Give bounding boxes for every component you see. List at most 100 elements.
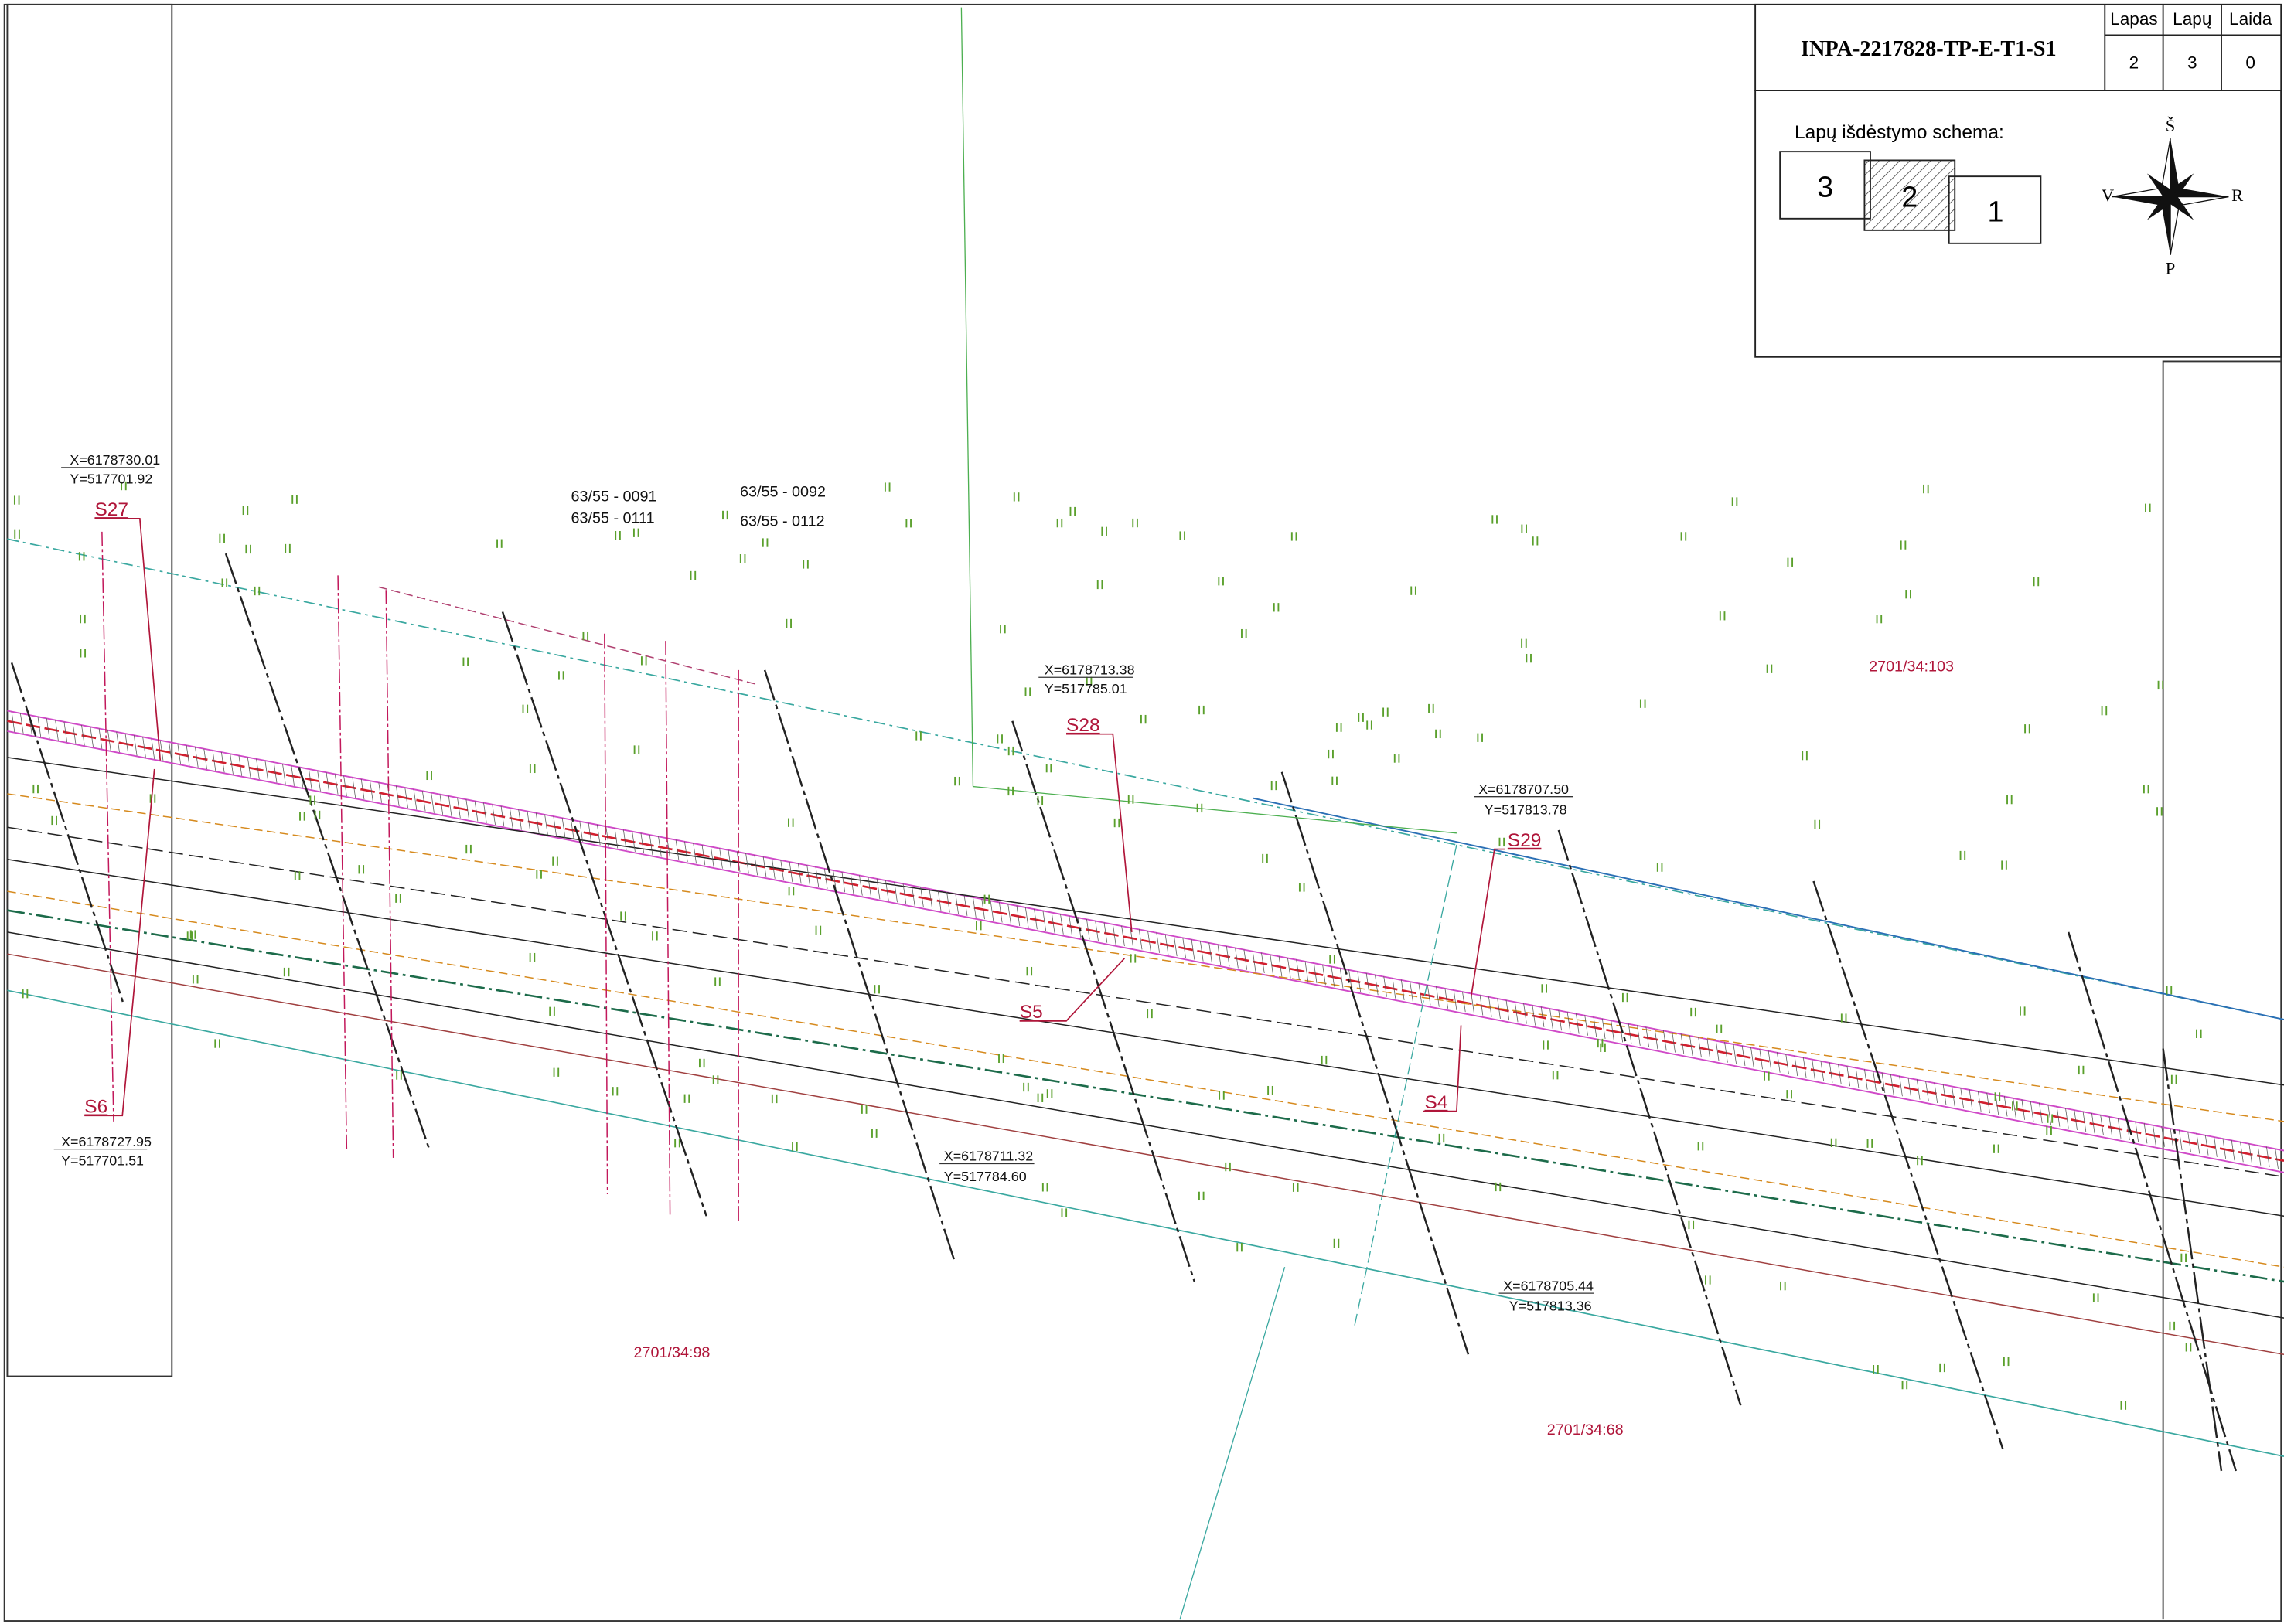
corridor-hatch [1235, 948, 1239, 969]
corridor-hatch [2135, 1121, 2139, 1142]
corridor-hatch [124, 733, 129, 754]
corridor-hatch [1855, 1067, 1860, 1088]
cadastral-label: 63/55 - 0091 [571, 488, 657, 505]
corridor-hatch [133, 735, 138, 756]
title-block [1754, 3, 2282, 358]
corridor-hatch [396, 785, 400, 807]
corridor-hatch [1427, 985, 1431, 1006]
corridor-hatch [1243, 949, 1248, 970]
corridor-hatch [920, 887, 924, 907]
corridor-hatch [2013, 1098, 2016, 1118]
corridor-hatch [544, 814, 548, 836]
corridor-hatch [789, 861, 793, 883]
corridor-hatch [256, 758, 260, 780]
corridor-hatch [1733, 1044, 1737, 1064]
corridor-hatch [1252, 951, 1256, 972]
boundary-line [973, 785, 1457, 834]
corridor-hatch [710, 846, 714, 867]
corridor-hatch [2030, 1101, 2034, 1122]
corridor-hatch [1558, 1009, 1562, 1031]
corridor-hatch [413, 788, 418, 810]
corridor-hatch [2161, 1126, 2165, 1147]
corridor-hatch [990, 900, 994, 921]
corridor-hatch [2248, 1143, 2252, 1164]
corridor-hatch [1418, 982, 1423, 1004]
corridor-hatch [98, 728, 103, 749]
compass-east: R [2231, 186, 2244, 205]
corridor-hatch [1601, 1018, 1606, 1040]
corridor-hatch [754, 855, 758, 876]
point-label: S4 [1424, 1092, 1447, 1113]
crossing-line [763, 669, 956, 1261]
corridor-hatch [1689, 1035, 1693, 1056]
corridor-hatch [868, 877, 871, 897]
corridor-hatch [1969, 1089, 1973, 1110]
corridor-hatch [1339, 968, 1344, 989]
corridor-hatch [212, 750, 216, 771]
sheet-boxes [1779, 151, 2042, 244]
corridor-hatch [273, 762, 278, 783]
corridor-hatch [404, 787, 408, 809]
corridor-hatch [841, 871, 846, 893]
corridor-hatch [90, 727, 94, 747]
corridor-hatch [55, 720, 59, 741]
corridor-hatch [622, 829, 627, 850]
corridor-hatch [195, 747, 199, 768]
corridor-hatch [1523, 1003, 1527, 1024]
corridor-hatch [510, 807, 513, 829]
corridor-hatch [614, 828, 619, 849]
corridor-hatch [2021, 1099, 2026, 1120]
corridor-hatch [1156, 932, 1160, 953]
corridor-hatch [169, 741, 172, 763]
corridor-hatch [1331, 966, 1335, 987]
corridor-hatch [1453, 989, 1457, 1011]
compass-rose [2112, 138, 2229, 256]
utility-line [7, 793, 2284, 1122]
corridor-hatch [1829, 1062, 1833, 1083]
corridor-hatch [72, 723, 77, 744]
corridor-hatch [1034, 908, 1038, 930]
corridor-hatch [474, 801, 479, 822]
corridor-hatch [2065, 1108, 2069, 1129]
corridor-hatch [2091, 1112, 2095, 1134]
point-label: S27 [94, 499, 128, 520]
linework [7, 7, 2284, 1620]
corridor-hatch [1907, 1078, 1912, 1098]
corridor-hatch [2214, 1136, 2218, 1157]
corridor-hatch [1296, 959, 1300, 980]
corridor-hatch [632, 831, 636, 852]
corridor-hatch [1672, 1032, 1676, 1053]
corridor-hatch [955, 894, 959, 914]
corridor-hatch [439, 794, 444, 815]
corridor-hatch [963, 895, 968, 916]
corridor-hatch [1794, 1055, 1798, 1077]
corridor-hatch [2231, 1139, 2235, 1161]
utility-line [7, 909, 2284, 1283]
corridor-hatch [2266, 1146, 2270, 1167]
corridor-hatch [2240, 1141, 2244, 1163]
corridor-hatch [46, 718, 50, 739]
corridor-hatch [902, 883, 907, 904]
corridor-hatch [579, 821, 583, 842]
corridor-hatch [421, 791, 426, 812]
corridor-hatch [2039, 1102, 2043, 1124]
corridor-hatch [151, 738, 155, 759]
corridor-hatch [1199, 941, 1204, 962]
corridor-hatch [1400, 979, 1405, 1000]
utility-line [7, 826, 2284, 1178]
corridor-hatch [334, 774, 339, 795]
corridor-hatch [1042, 911, 1047, 931]
corridor-hatch [2100, 1115, 2104, 1135]
column-header: Laida [2229, 9, 2272, 29]
corridor-hatch [1191, 939, 1195, 960]
corridor-hatch [2108, 1116, 2113, 1137]
corridor-hatch [2204, 1135, 2209, 1156]
corridor-hatch [1942, 1084, 1947, 1105]
coordinate-underlines [53, 467, 1594, 1294]
sheet-label: 1 [1988, 196, 2004, 228]
corridor-hatch [2143, 1122, 2148, 1144]
corridor-hatch [1593, 1016, 1597, 1037]
corridor-hatch [1060, 914, 1064, 935]
corridor-hatch [238, 755, 243, 776]
